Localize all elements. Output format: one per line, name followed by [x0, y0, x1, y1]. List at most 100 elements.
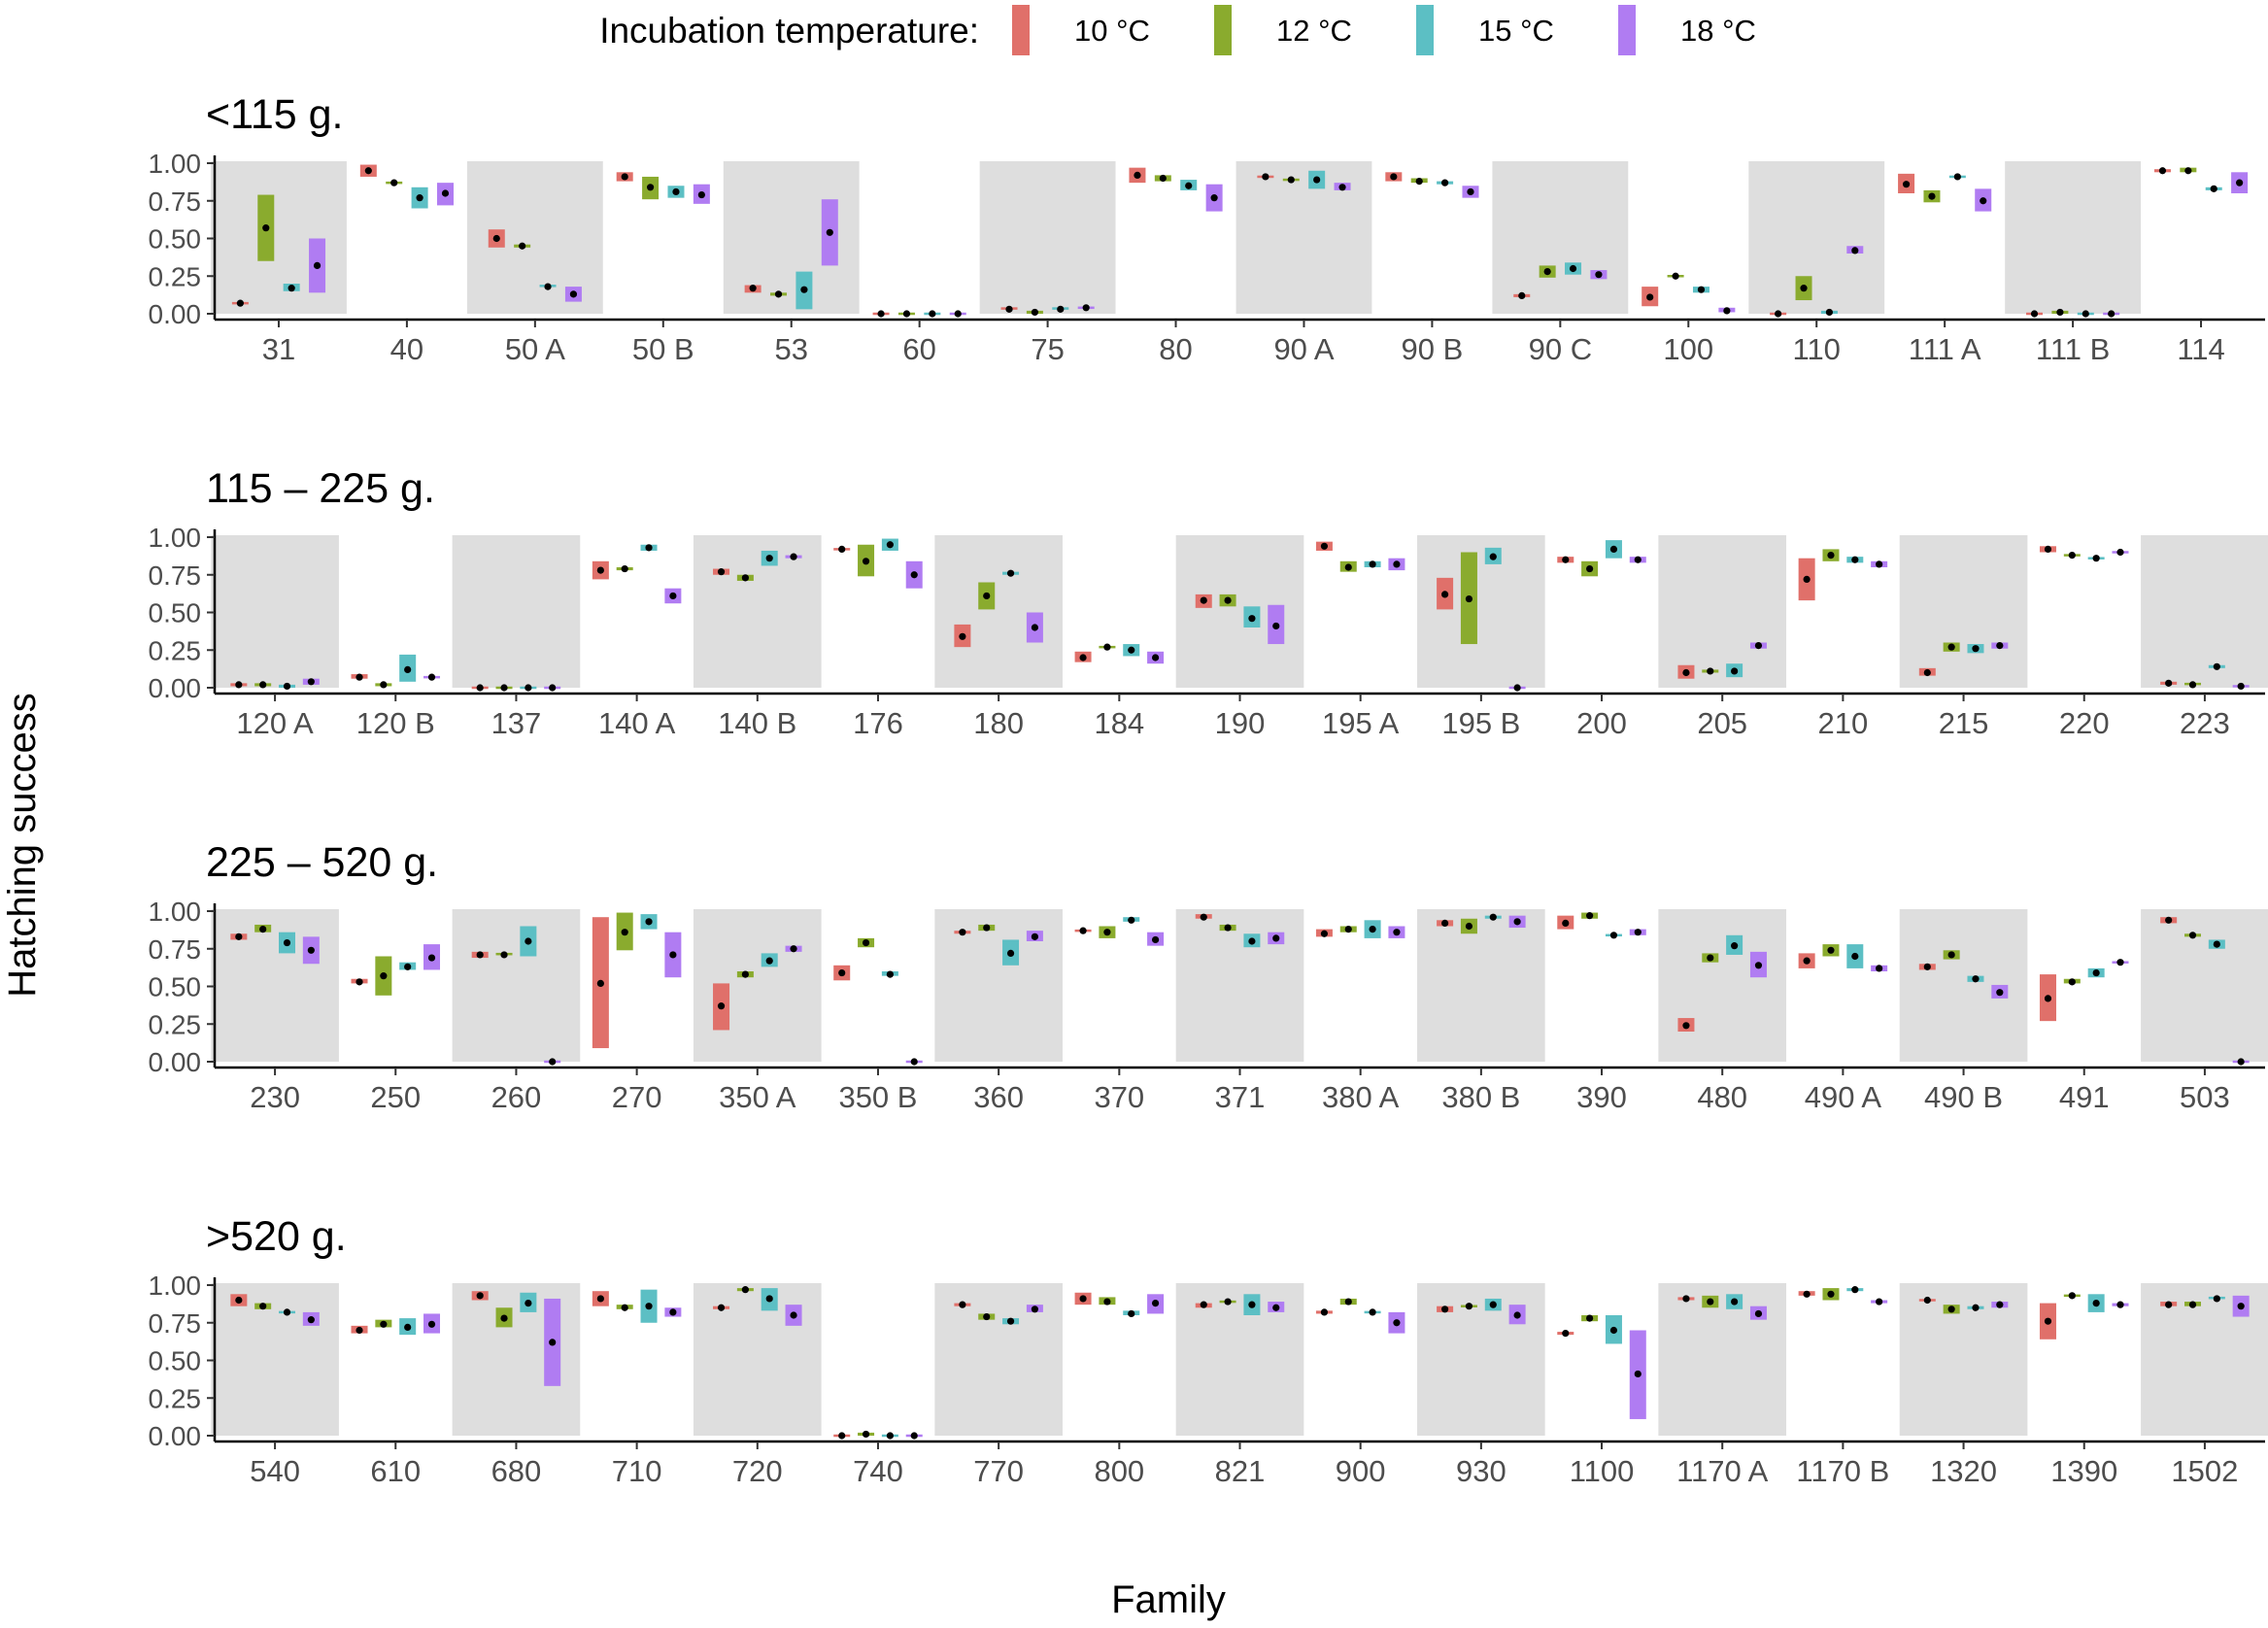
- mean-point: [283, 938, 291, 947]
- family-shade: [452, 1283, 581, 1436]
- mean-point: [427, 1320, 436, 1328]
- mean-point: [1272, 1304, 1280, 1311]
- mean-point: [525, 684, 532, 692]
- panel-title: <115 g.: [206, 91, 343, 138]
- mean-point: [886, 1432, 894, 1440]
- mean-point: [380, 972, 388, 980]
- mean-point: [1103, 643, 1111, 651]
- mean-point: [672, 187, 680, 196]
- mean-point: [1185, 182, 1193, 189]
- mean-point: [380, 1320, 388, 1328]
- x-tick-label: 110: [1793, 332, 1841, 366]
- mean-point: [2213, 1295, 2220, 1303]
- mean-point: [983, 592, 991, 600]
- mean-point: [1996, 989, 2004, 997]
- mean-point: [1923, 668, 1931, 677]
- mean-point: [1005, 305, 1013, 313]
- mean-point: [1634, 1370, 1642, 1378]
- mean-point: [1057, 305, 1065, 313]
- mean-point: [549, 684, 557, 692]
- panel-1: 115 – 225 g. 0.00 0.25 0.50 0.75 1.00 120 A 120…: [149, 465, 2268, 740]
- family-shade: [211, 909, 339, 1062]
- mean-point: [1082, 304, 1090, 312]
- y-tick-label: 0.25: [149, 261, 202, 291]
- mean-point: [1369, 926, 1376, 933]
- legend-entry-2: 15 °C: [1416, 5, 1554, 55]
- x-tick-label: 180: [973, 706, 1024, 740]
- mean-point: [1248, 937, 1256, 945]
- x-tick-label: 1502: [2171, 1454, 2238, 1488]
- mean-point: [355, 978, 363, 986]
- x-tick-label: 50 B: [632, 332, 694, 366]
- mean-point: [1079, 927, 1087, 934]
- x-tick-label: 190: [1215, 706, 1266, 740]
- mean-point: [1996, 1301, 2004, 1308]
- y-tick-label: 0.75: [149, 187, 202, 217]
- x-tick-label: 540: [250, 1454, 300, 1488]
- mean-point: [2188, 932, 2197, 939]
- x-tick-label: 90 A: [1273, 332, 1334, 366]
- mean-point: [621, 929, 628, 936]
- mean-point: [886, 970, 894, 978]
- mean-point: [959, 929, 966, 936]
- mean-point: [235, 1296, 243, 1305]
- mean-point: [416, 194, 423, 202]
- mean-point: [697, 190, 705, 199]
- mean-point: [1947, 951, 1955, 959]
- mean-point: [1224, 596, 1232, 604]
- mean-point: [1731, 942, 1739, 950]
- mean-point: [441, 189, 450, 197]
- mean-point: [2082, 310, 2089, 318]
- family-shade: [693, 535, 822, 688]
- mean-point: [404, 963, 412, 970]
- legend: Incubation temperature: 10 °C 12 °C 15 °C 1…: [599, 5, 1756, 55]
- mean-point: [380, 681, 388, 689]
- mean-point: [2237, 1058, 2245, 1066]
- mean-point: [2184, 167, 2192, 175]
- x-tick-label: 740: [853, 1454, 903, 1488]
- mean-point: [1513, 918, 1521, 926]
- panel-3: >520 g. 0.00 0.25 0.50 0.75 1.00 540 610 680 710 7…: [149, 1213, 2268, 1488]
- y-tick-label: 1.00: [149, 523, 202, 553]
- mean-point: [1972, 1304, 1980, 1311]
- family-shade: [211, 535, 339, 688]
- mean-point: [1128, 1309, 1135, 1318]
- family-shade: [934, 535, 1063, 688]
- mean-point: [2165, 1301, 2173, 1308]
- mean-point: [741, 1286, 749, 1294]
- family-shade: [1175, 909, 1304, 1062]
- mean-point: [259, 926, 267, 933]
- x-tick-label: 350 B: [838, 1080, 917, 1114]
- mean-point: [621, 173, 628, 181]
- mean-point: [1754, 962, 1763, 969]
- legend-title: Incubation temperature:: [599, 11, 979, 51]
- mean-point: [307, 678, 315, 686]
- x-tick-label: 31: [262, 332, 295, 366]
- mean-point: [1489, 553, 1497, 560]
- x-tick-label: 40: [390, 332, 423, 366]
- mean-point: [1723, 307, 1731, 315]
- mean-point: [236, 299, 244, 307]
- mean-point: [525, 937, 532, 945]
- mean-point: [1151, 935, 1160, 944]
- legend-label: 15 °C: [1478, 14, 1554, 48]
- x-tick-label: 1100: [1570, 1454, 1635, 1488]
- x-tick-label: 215: [1939, 706, 1989, 740]
- panel-title: 225 – 520 g.: [206, 839, 438, 886]
- x-tick-label: 491: [2059, 1080, 2110, 1114]
- x-axis-title: Family: [1111, 1578, 1226, 1621]
- mean-point: [1586, 912, 1594, 920]
- legend-swatch: [1416, 5, 1434, 55]
- mean-point: [2068, 552, 2076, 560]
- mean-point: [1393, 1319, 1401, 1327]
- mean-point: [1489, 913, 1497, 921]
- mean-point: [1031, 933, 1038, 940]
- mean-point: [1562, 1330, 1570, 1338]
- mean-point: [1972, 975, 1980, 983]
- mean-point: [1320, 1308, 1329, 1316]
- mean-point: [2213, 940, 2220, 948]
- y-tick-label: 0.00: [149, 673, 202, 703]
- mean-point: [2056, 308, 2064, 317]
- family-shade: [2005, 161, 2142, 314]
- mean-point: [669, 592, 677, 600]
